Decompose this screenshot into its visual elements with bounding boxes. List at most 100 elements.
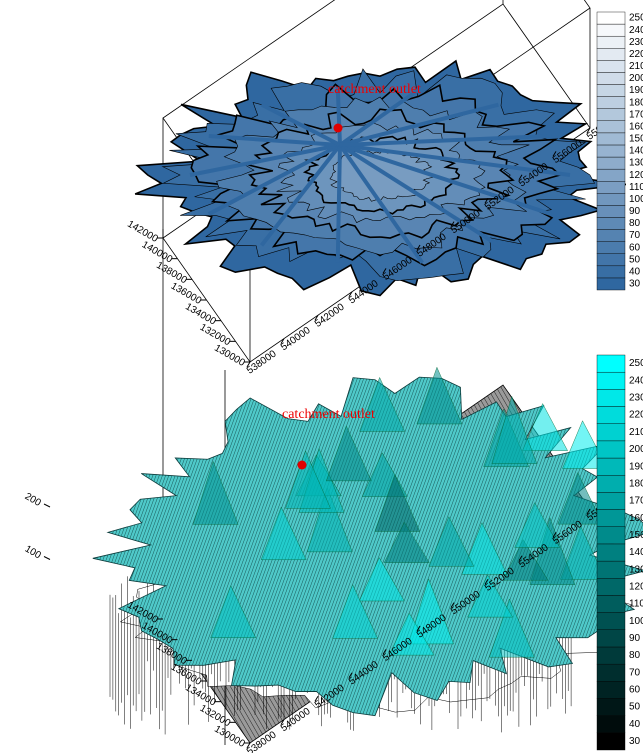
colorbar-band (597, 664, 625, 681)
colorbar-band (597, 85, 625, 97)
colorbar-label: 190 (629, 85, 643, 96)
colorbar-label: 150 (629, 134, 643, 145)
colorbar-label: 70 (629, 230, 641, 241)
colorbar-label: 180 (629, 97, 643, 108)
colorbar-band (597, 613, 625, 630)
colorbar-band (597, 12, 625, 24)
colorbar-label: 250 (629, 13, 643, 24)
colorbar-band (597, 372, 625, 389)
colorbar-band (597, 278, 625, 290)
colorbar-label: 100 (629, 616, 643, 627)
colorbar-band (597, 544, 625, 561)
colorbar-label: 120 (629, 170, 643, 181)
colorbar-band (597, 48, 625, 60)
colorbar-band (597, 492, 625, 509)
z-tick-label: 200 (23, 491, 43, 509)
colorbar-label: 110 (629, 182, 643, 193)
y-tick-label: 142000 (125, 219, 160, 245)
colorbar-label: 230 (629, 393, 643, 404)
colorbar-band (597, 205, 625, 217)
y-tick-label: 132000 (198, 322, 233, 348)
colorbar-label: 40 (629, 267, 641, 278)
colorbar-band (597, 475, 625, 492)
colorbar-band (597, 181, 625, 193)
colorbar-band (597, 630, 625, 647)
colorbar-label: 140 (629, 547, 643, 558)
colorbar-band (597, 193, 625, 205)
colorbar-label: 80 (629, 650, 641, 661)
colorbar-label: 180 (629, 478, 643, 489)
colorbar-band (597, 424, 625, 441)
figure: 5380005400005420005440005460005480005500… (0, 0, 643, 753)
colorbar-band (597, 441, 625, 458)
colorbar-label: 210 (629, 427, 643, 438)
colorbar-label: 40 (629, 719, 641, 730)
colorbar-band (597, 527, 625, 544)
colorbar-label: 30 (629, 736, 641, 747)
y-tick-label: 136000 (169, 281, 204, 307)
colorbar-label: 50 (629, 254, 641, 265)
colorbar-label: 30 (629, 279, 641, 290)
outlet-marker (298, 461, 307, 470)
annotation: catchment outlet (328, 82, 421, 97)
colorbar-band (597, 254, 625, 266)
colorbar-label: 210 (629, 61, 643, 72)
colorbar-band (597, 510, 625, 527)
colorbar-band (597, 36, 625, 48)
colorbar-band (597, 242, 625, 254)
colorbar-label: 130 (629, 158, 643, 169)
colorbar-band (597, 733, 625, 750)
colorbar-label: 80 (629, 218, 641, 229)
z-tick (44, 557, 50, 560)
colorbar-label: 130 (629, 564, 643, 575)
colorbar-band (597, 698, 625, 715)
colorbar-label: 120 (629, 581, 643, 592)
colorbar-band (597, 561, 625, 578)
colorbar-band (597, 109, 625, 121)
outlet-marker (334, 124, 343, 133)
colorbar-band (597, 389, 625, 406)
colorbar-label: 200 (629, 444, 643, 455)
colorbar-band (597, 72, 625, 84)
colorbar-band (597, 169, 625, 181)
colorbar-label: 60 (629, 242, 641, 253)
drainage (338, 145, 340, 263)
colorbar-band (597, 60, 625, 72)
y-tick-label: 134000 (183, 301, 218, 327)
colorbar-label: 100 (629, 194, 643, 205)
colorbar-label: 160 (629, 513, 643, 524)
colorbar-band (597, 217, 625, 229)
colorbar-label: 110 (629, 599, 643, 610)
colorbar-label: 70 (629, 667, 641, 678)
z-tick (44, 504, 50, 507)
colorbar-label: 200 (629, 73, 643, 84)
colorbar-band (597, 407, 625, 424)
colorbar-band (597, 266, 625, 278)
colorbar-label: 60 (629, 685, 641, 696)
colorbar-label: 90 (629, 633, 641, 644)
colorbar-label: 90 (629, 206, 641, 217)
colorbar-label: 240 (629, 25, 643, 36)
colorbar-band (597, 145, 625, 157)
colorbar-label: 250 (629, 358, 643, 369)
colorbar-label: 170 (629, 496, 643, 507)
y-tick-label: 138000 (154, 260, 189, 286)
colorbar-band (597, 133, 625, 145)
colorbar-label: 150 (629, 530, 643, 541)
colorbar-label: 190 (629, 461, 643, 472)
annotation: catchment outlet (282, 407, 375, 422)
colorbar-band (597, 24, 625, 36)
colorbar-label: 170 (629, 109, 643, 120)
colorbar-band (597, 647, 625, 664)
z-tick-label: 100 (23, 544, 43, 562)
colorbar-band (597, 716, 625, 733)
colorbar-label: 220 (629, 49, 643, 60)
colorbar-label: 140 (629, 146, 643, 157)
colorbar-label: 50 (629, 702, 641, 713)
colorbar-band (597, 121, 625, 133)
colorbar-band (597, 595, 625, 612)
y-tick-label: 130000 (212, 343, 247, 369)
colorbar-band (597, 578, 625, 595)
colorbar-band (597, 97, 625, 109)
colorbar-band (597, 681, 625, 698)
